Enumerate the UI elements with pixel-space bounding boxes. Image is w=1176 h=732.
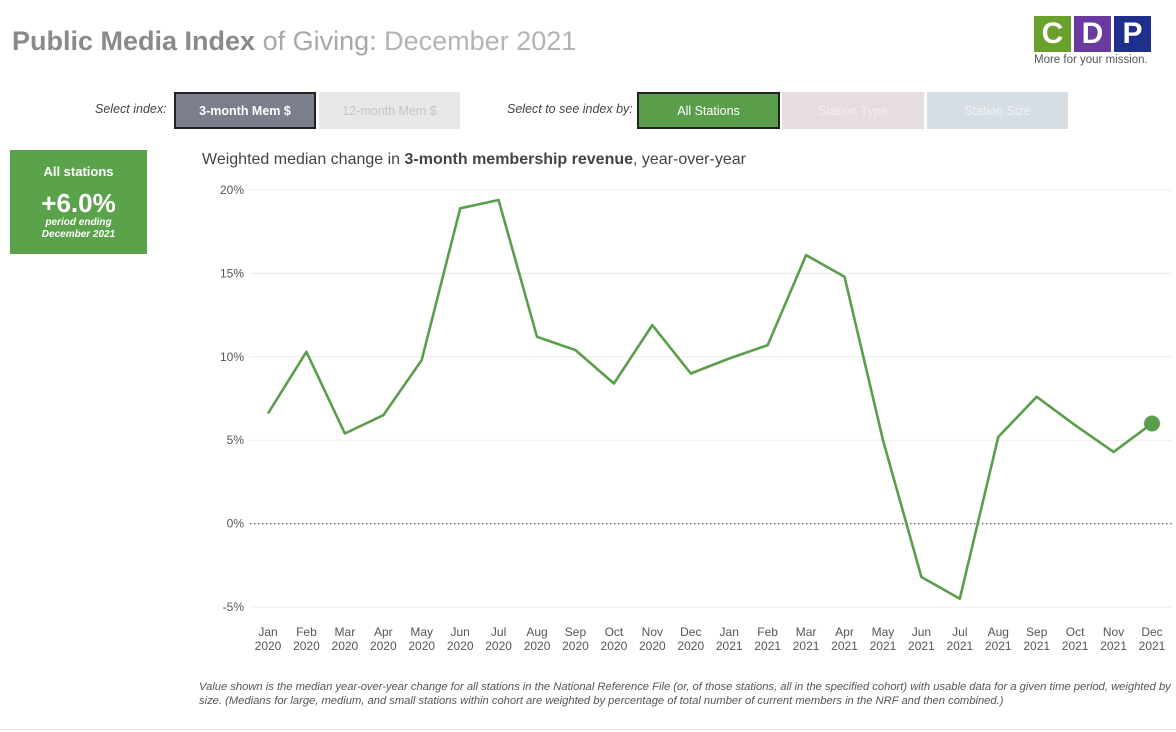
x-tick-year: 2021	[1100, 639, 1127, 653]
line-chart: 20%15%10%5%0%-5%Jan2020Feb2020Mar2020Apr…	[220, 183, 1172, 653]
title-of-giving: of Giving:	[262, 26, 377, 56]
y-tick-label: -5%	[223, 600, 245, 614]
title-date: December 2021	[384, 26, 577, 56]
x-tick-year: 2021	[831, 639, 858, 653]
x-tick-year: 2020	[524, 639, 551, 653]
view-station-type-button[interactable]: Station Type	[782, 92, 924, 129]
x-tick-year: 2020	[562, 639, 589, 653]
x-tick-month: Jan	[720, 625, 739, 639]
select-view-label: Select to see index by:	[507, 102, 633, 116]
x-tick-month: Mar	[796, 625, 817, 639]
x-tick-year: 2020	[485, 639, 512, 653]
title-main: Public Media Index	[12, 26, 256, 56]
x-tick-year: 2020	[370, 639, 397, 653]
index-3-month-button[interactable]: 3-month Mem $	[174, 92, 316, 129]
x-tick-year: 2020	[255, 639, 282, 653]
x-tick-year: 2021	[1023, 639, 1050, 653]
x-tick-month: Dec	[680, 625, 701, 639]
stat-value: +6.0%	[41, 188, 116, 218]
x-tick-year: 2021	[985, 639, 1012, 653]
x-tick-year: 2020	[677, 639, 704, 653]
cdp-logo: C D P More for your mission.	[1034, 16, 1160, 66]
x-tick-year: 2021	[1139, 639, 1166, 653]
x-tick-year: 2021	[908, 639, 935, 653]
x-tick-month: Aug	[988, 625, 1009, 639]
x-tick-year: 2020	[639, 639, 666, 653]
x-tick-month: Nov	[642, 625, 663, 639]
logo-tagline: More for your mission.	[1034, 54, 1148, 66]
x-tick-year: 2021	[870, 639, 897, 653]
x-tick-year: 2021	[754, 639, 781, 653]
x-tick-month: Jun	[450, 625, 469, 639]
x-tick-month: May	[410, 625, 433, 639]
logo-letter-p: P	[1114, 16, 1151, 52]
summary-stat-card: All stations +6.0% period ending Decembe…	[10, 150, 147, 254]
chart-title-metric: 3-month membership revenue	[404, 151, 634, 168]
logo-letter-c: C	[1034, 16, 1071, 52]
stat-period-label: period ending	[45, 217, 112, 228]
index-12-month-button[interactable]: 12-month Mem $	[319, 92, 460, 129]
x-tick-month: Dec	[1141, 625, 1162, 639]
y-tick-label: 5%	[227, 433, 245, 447]
x-tick-year: 2021	[793, 639, 820, 653]
x-tick-year: 2020	[293, 639, 320, 653]
x-tick-year: 2020	[601, 639, 628, 653]
x-tick-month: Sep	[565, 625, 587, 639]
x-tick-year: 2020	[332, 639, 359, 653]
view-station-size-button[interactable]: Station Size	[927, 92, 1068, 129]
x-tick-year: 2021	[716, 639, 743, 653]
chart-title-suffix: , year-over-year	[633, 151, 746, 168]
x-tick-month: Oct	[605, 625, 624, 639]
last-data-point	[1144, 415, 1160, 432]
x-tick-year: 2021	[946, 639, 973, 653]
x-tick-month: Apr	[374, 625, 393, 639]
x-tick-month: Oct	[1066, 625, 1085, 639]
x-tick-year: 2020	[447, 639, 474, 653]
x-tick-month: Jul	[952, 625, 967, 639]
logo-letter-d: D	[1074, 16, 1111, 52]
x-tick-month: Jun	[912, 625, 931, 639]
x-tick-month: Feb	[296, 625, 317, 639]
x-tick-year: 2020	[408, 639, 435, 653]
x-tick-month: May	[872, 625, 895, 639]
y-tick-label: 0%	[227, 517, 245, 531]
y-tick-label: 10%	[220, 350, 244, 364]
x-tick-month: Mar	[335, 625, 356, 639]
y-tick-label: 20%	[220, 183, 244, 197]
bottom-divider	[0, 729, 1176, 730]
x-tick-month: Jul	[491, 625, 506, 639]
stat-period-date: December 2021	[41, 229, 116, 240]
series-line	[266, 198, 1153, 601]
x-tick-month: Sep	[1026, 625, 1048, 639]
x-tick-month: Jan	[258, 625, 277, 639]
page-title: Public Media Index of Giving: December 2…	[12, 24, 576, 58]
x-tick-month: Feb	[757, 625, 778, 639]
x-tick-year: 2021	[1062, 639, 1089, 653]
x-tick-month: Apr	[835, 625, 854, 639]
chart-title: Weighted median change in 3-month member…	[202, 151, 746, 169]
x-tick-month: Nov	[1103, 625, 1124, 639]
footnote: Value shown is the median year-over-year…	[199, 681, 1171, 707]
chart-title-prefix: Weighted median change in	[202, 151, 405, 168]
view-all-stations-button[interactable]: All Stations	[637, 92, 780, 129]
stat-label: All stations	[43, 164, 114, 179]
y-tick-label: 15%	[220, 266, 244, 280]
select-index-label: Select index:	[95, 102, 167, 116]
x-tick-month: Aug	[526, 625, 547, 639]
